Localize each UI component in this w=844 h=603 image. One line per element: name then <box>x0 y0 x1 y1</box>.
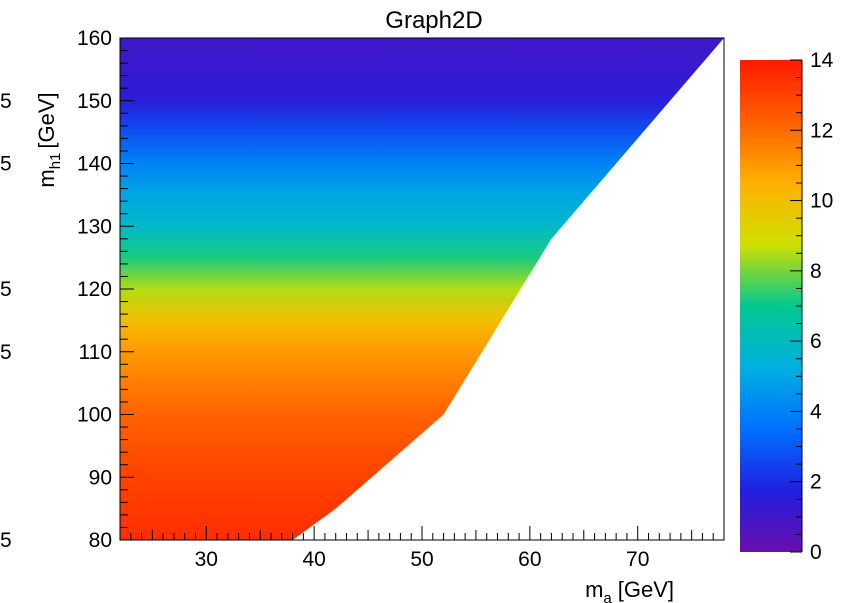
color-scale-tick-label: 0 <box>810 541 822 564</box>
y-axis: 80 90 100 110 120 130 140 150 160 <box>77 27 134 552</box>
clipped-axis-label: 5 <box>0 90 12 113</box>
color-scale-tick-label: 12 <box>810 119 833 142</box>
x-axis-label-sub: a <box>603 590 612 603</box>
color-scale-tick-label: 6 <box>810 330 822 353</box>
y-tick-label: 110 <box>79 341 112 364</box>
color-scale-axis: 0 2 4 6 8 10 12 14 <box>790 49 834 564</box>
clipped-left-axis-labels: 5 5 5 5 5 <box>0 90 12 552</box>
y-tick-label: 150 <box>77 90 112 113</box>
y-tick-label: 100 <box>77 404 112 427</box>
y-tick-label: 160 <box>77 27 112 50</box>
y-tick-label: 130 <box>77 215 112 238</box>
clipped-axis-label: 5 <box>0 278 12 301</box>
color-scale-tick-label: 4 <box>810 400 822 423</box>
x-axis-label: ma [GeV] <box>585 577 674 603</box>
x-axis-label-unit: [GeV] <box>618 577 674 602</box>
x-axis: 30 40 50 60 70 <box>119 526 725 571</box>
clipped-axis-label: 5 <box>0 529 12 552</box>
clipped-axis-label: 5 <box>0 341 12 364</box>
y-axis-label-sub: h1 <box>47 153 64 170</box>
y-tick-label: 80 <box>89 529 112 552</box>
x-axis-label-main: m <box>585 577 603 602</box>
color-scale-tick-label: 2 <box>810 471 822 494</box>
x-tick-label: 50 <box>410 548 433 571</box>
color-scale-tick-label: 10 <box>810 190 833 213</box>
y-axis-label-unit: [GeV] <box>34 92 59 148</box>
clipped-axis-label: 5 <box>0 153 12 176</box>
x-tick-label: 40 <box>302 548 325 571</box>
y-tick-label: 140 <box>77 153 112 176</box>
svg-text:mh1[GeV]: mh1 [GeV] <box>34 92 64 187</box>
heatmap-region <box>120 38 724 540</box>
y-axis-label: mh1 [GeV] <box>34 92 64 187</box>
color-scale-tick-label: 14 <box>810 49 834 72</box>
y-tick-label: 120 <box>77 278 112 301</box>
color-scale-bar <box>740 60 802 552</box>
x-tick-label: 70 <box>626 548 649 571</box>
x-tick-label: 60 <box>518 548 541 571</box>
svg-text:ma[GeV]: ma [GeV] <box>585 577 674 603</box>
chart-title: Graph2D <box>385 7 482 34</box>
color-scale-tick-label: 8 <box>810 260 822 283</box>
y-axis-label-main: m <box>34 169 59 187</box>
x-tick-label: 30 <box>195 548 218 571</box>
y-tick-label: 90 <box>89 466 112 489</box>
